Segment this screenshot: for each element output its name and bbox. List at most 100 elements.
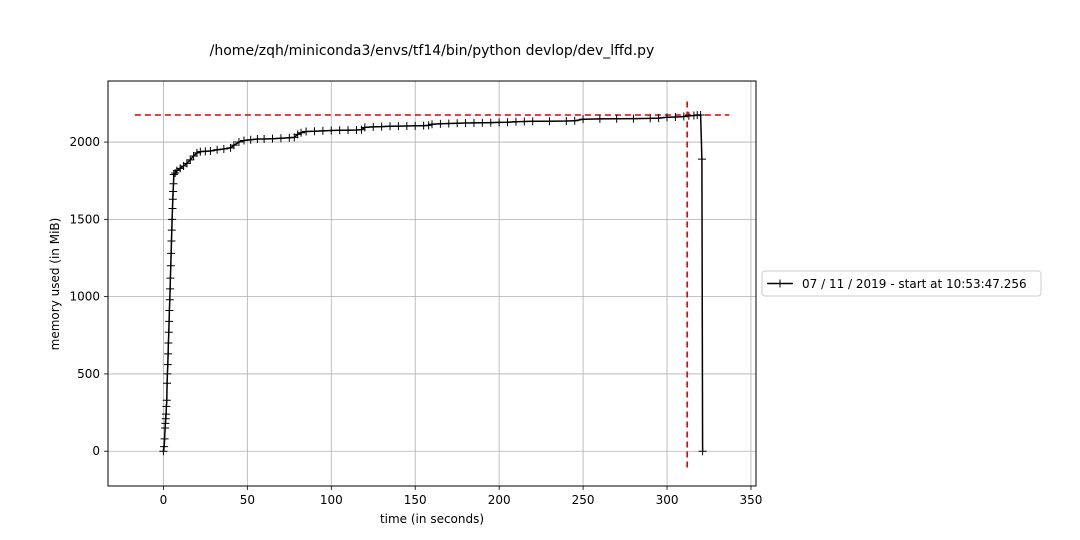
data-point-marker [335,126,344,135]
data-point-marker [310,127,319,136]
data-point-marker [165,317,174,326]
data-point-marker [166,284,175,293]
data-point-marker [168,215,177,224]
data-point-marker [444,119,453,128]
x-tick-label: 50 [240,493,255,507]
data-point-marker [229,141,238,150]
data-point-marker [246,135,255,144]
data-point-marker [545,117,554,126]
data-point-marker [297,128,306,137]
x-tick-label: 350 [740,493,763,507]
data-point-marker [165,306,174,315]
data-point-marker [411,121,420,130]
data-point-marker [160,434,169,443]
y-tick-label: 2000 [69,135,100,149]
data-point-marker [402,121,411,130]
data-point-marker [461,119,470,128]
data-point-marker [428,120,436,129]
data-point-marker [293,130,302,139]
data-point-marker [168,204,177,213]
data-point-marker [394,122,403,131]
data-point-marker [169,179,178,188]
data-point-marker [168,195,177,204]
data-point-marker [486,118,495,127]
data-point-marker [663,113,672,122]
data-point-marker [612,114,621,123]
data-point-marker [219,145,228,154]
x-tick-label: 100 [320,493,343,507]
data-point-marker [478,118,487,127]
legend-marker [776,279,784,288]
data-point-marker [318,126,327,135]
data-point-marker [186,155,195,164]
data-point-marker [520,117,529,126]
data-point-marker [164,339,173,348]
data-point-marker [579,115,588,124]
data-point-marker [192,148,201,157]
data-point-marker [453,119,462,128]
x-tick-label: 0 [160,493,168,507]
data-point-marker [369,122,378,131]
plot-background [108,81,756,486]
plot-area [107,80,757,487]
y-tick-label: 1000 [69,290,100,304]
data-point-marker [562,117,571,126]
data-point-marker [162,396,171,405]
x-tick-label: 200 [488,493,511,507]
y-axis-ticks: 0 500 1000 1500 2000 [69,135,108,458]
data-point-marker [169,187,178,196]
data-point-marker [671,113,680,122]
data-point-marker [436,119,445,128]
data-point-marker [206,147,215,156]
x-gridlines [162,81,752,486]
data-point-marker [469,118,478,127]
data-point-marker [344,126,353,135]
x-axis-ticks: 0 50 100 150 200 250 300 350 [160,486,763,507]
legend: 07 / 11 / 2019 - start at 10:53:47.256 [761,270,1042,297]
data-point-marker [253,134,262,143]
data-point-marker [503,118,512,127]
data-point-marker [360,123,369,132]
data-point-marker [213,145,222,154]
y-tick-label: 1500 [69,212,100,226]
data-point-marker [377,122,386,131]
data-point-marker [595,114,604,123]
data-point-marker [166,274,175,283]
y-tick-label: 0 [92,444,100,458]
data-point-marker [167,249,176,258]
data-point-marker [424,121,433,130]
data-point-marker [163,360,172,369]
data-point-marker [239,136,248,145]
series-layer [159,111,707,456]
data-point-marker [268,134,277,143]
data-point-marker [629,114,638,123]
data-point-marker [276,134,285,143]
data-point-marker [159,447,168,456]
data-point-marker [166,261,175,270]
chart-title: /home/zqh/miniconda3/envs/tf14/bin/pytho… [210,43,655,59]
y-tick-label: 500 [77,367,100,381]
data-point-marker [260,134,269,143]
data-point-marker [654,114,663,123]
plot-frame [107,80,757,487]
y-gridlines [108,141,756,452]
data-point-marker [164,328,173,337]
data-point-marker [302,127,311,136]
data-point-marker [167,226,176,235]
data-point-marker [163,379,172,388]
data-point-marker [679,112,688,121]
data-point-marker [182,159,191,168]
data-point-marker [163,369,172,378]
data-point-marker [570,116,579,125]
data-point-marker [646,114,655,123]
data-point-marker [386,122,395,131]
data-point-marker [698,447,707,456]
x-tick-label: 300 [656,493,679,507]
data-point-marker [511,117,520,126]
data-point-marker [167,236,176,245]
x-axis-label: time (in seconds) [380,512,484,526]
data-point-marker [162,410,171,419]
reference-lines [134,98,730,468]
legend-label: 07 / 11 / 2019 - start at 10:53:47.256 [802,277,1027,291]
